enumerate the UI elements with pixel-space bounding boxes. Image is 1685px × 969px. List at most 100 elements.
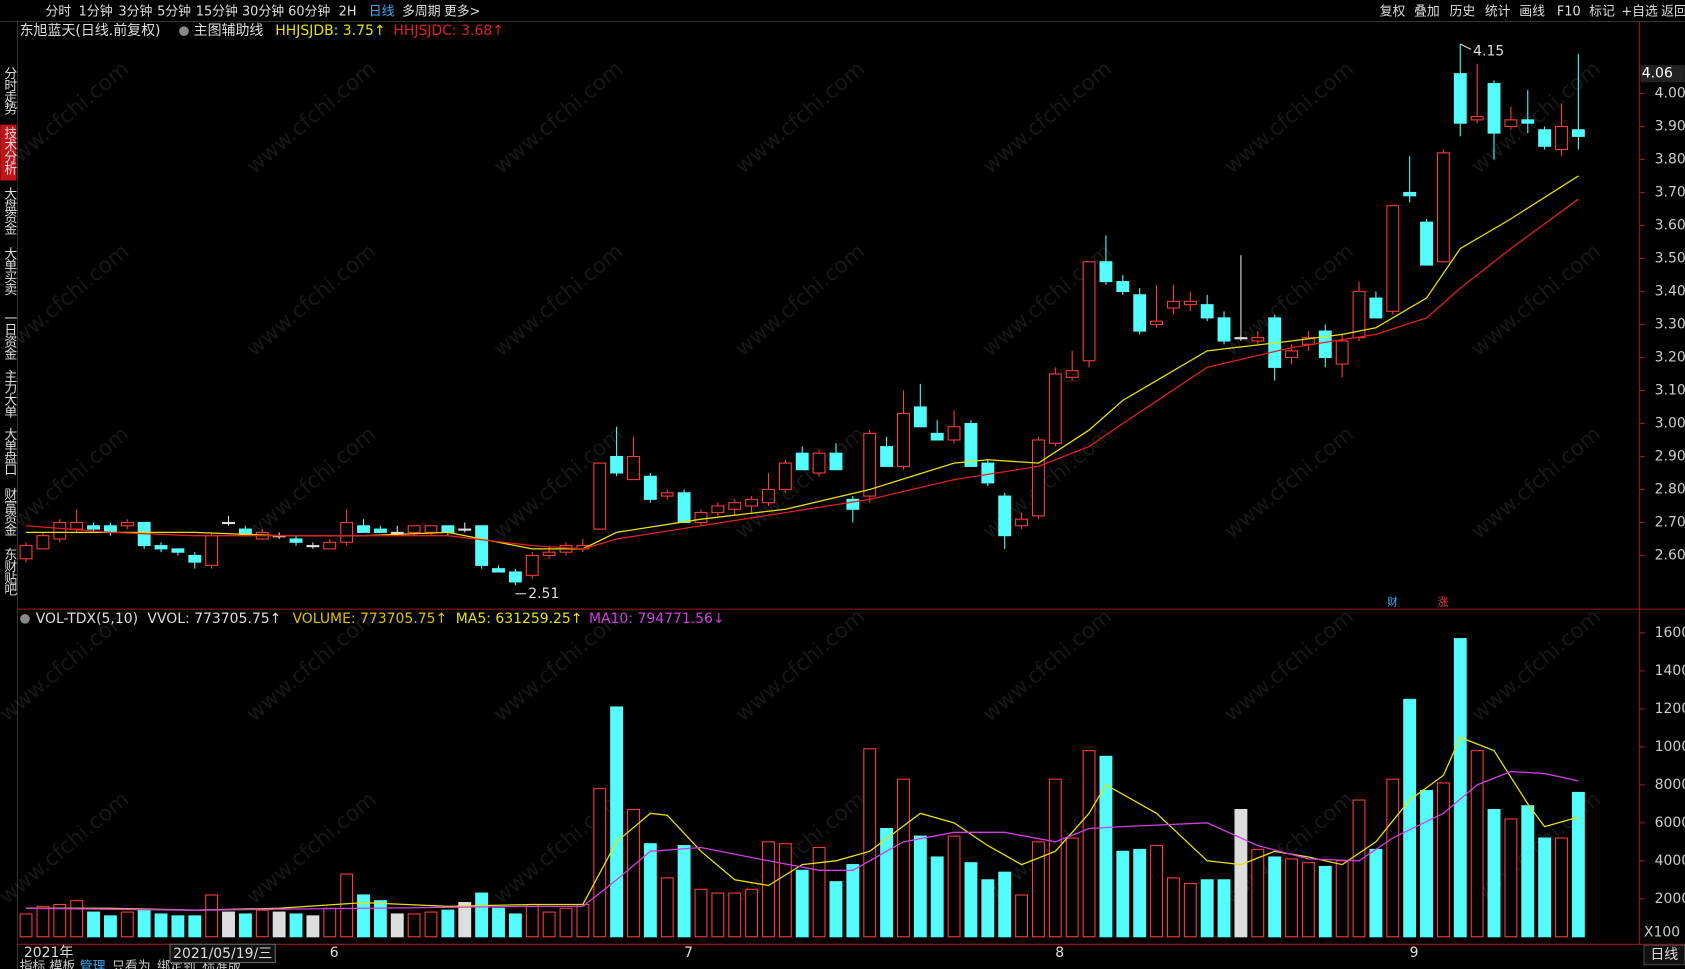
volume-bar [390, 913, 404, 938]
side-tab[interactable]: 一日资金 [1, 312, 16, 361]
candle-body [1403, 191, 1417, 197]
candle-body [627, 455, 640, 481]
tool-button[interactable]: 叠加 [1414, 4, 1440, 19]
y-tick-label: 3.40 [1655, 283, 1685, 299]
candle-body [1183, 300, 1197, 306]
bottom-tab[interactable]: 模板 [50, 959, 76, 969]
low-label: 2.51 [528, 586, 559, 602]
candle-body [390, 531, 404, 534]
tool-button[interactable]: 画线 [1519, 4, 1545, 19]
y-tick-label: 2.70 [1655, 514, 1685, 530]
high-label: 4.15 [1473, 43, 1504, 59]
side-tab[interactable]: 大单买卖 [1, 247, 16, 296]
candle-body [357, 525, 370, 533]
volume-bar [1217, 879, 1231, 938]
volume-bar [1538, 837, 1552, 938]
candle-body [829, 452, 843, 471]
candle-body [441, 525, 455, 533]
bottom-tab[interactable]: 绑定到 [157, 959, 196, 969]
volume-bar [998, 871, 1012, 938]
period-tab[interactable]: 60分钟 [288, 3, 330, 19]
indicator-line [25, 198, 1579, 550]
volume-bar [1521, 805, 1535, 938]
tool-button[interactable]: 统计 [1485, 4, 1511, 19]
volume-bar [171, 915, 185, 938]
period-tab[interactable]: 15分钟 [196, 3, 238, 19]
tool-button[interactable]: 返回 [1661, 4, 1685, 19]
side-tab[interactable]: 东财贴吧 [1, 548, 16, 597]
volume-bar [1133, 848, 1147, 938]
candle-body [1065, 370, 1079, 378]
chart-title: 东旭蓝天(日线.前复权) [20, 22, 161, 39]
volume-bar [627, 808, 640, 938]
tool-button[interactable]: 历史 [1449, 4, 1475, 19]
candle-body [373, 528, 387, 533]
side-tab[interactable]: 大盘资金 [1, 187, 16, 236]
candle-body [1116, 281, 1130, 293]
tool-button[interactable]: 标记 [1589, 4, 1615, 19]
candle-body [880, 446, 894, 467]
bottom-tab[interactable]: 指标 [20, 959, 46, 969]
candle-body [1470, 116, 1484, 121]
volume-bar [1116, 850, 1130, 938]
candle-body [643, 475, 657, 500]
period-tab[interactable]: 5分钟 [157, 3, 191, 19]
volume-bar [694, 888, 708, 938]
candle-body [1031, 439, 1045, 517]
side-tab[interactable]: 分时走势 [1, 67, 16, 117]
period-tab[interactable]: 日线 [369, 4, 395, 19]
x-tick-label: 8 [1055, 945, 1064, 961]
candle-body [1285, 350, 1298, 359]
tool-button[interactable]: 复权 [1380, 3, 1406, 19]
candle-body [947, 426, 961, 441]
period-tab[interactable]: 30分钟 [242, 3, 284, 19]
volume-bar [913, 835, 927, 938]
candle-body [897, 413, 910, 467]
high-arrow [1460, 43, 1472, 50]
period-tab[interactable]: 多周期 [402, 4, 441, 19]
candle-body [1217, 317, 1231, 342]
period-tab[interactable]: 3分钟 [118, 3, 152, 19]
volume-bar [1386, 778, 1400, 938]
tool-button[interactable]: +自选 [1621, 4, 1658, 19]
volume-bar [795, 869, 809, 938]
event-marker[interactable]: 涨 [1438, 596, 1449, 609]
volume-bar [778, 843, 792, 938]
bottom-tab[interactable]: 标准版 [202, 959, 241, 969]
crosshair-date-box [169, 943, 276, 964]
y-tick-label: 2000 [1655, 891, 1685, 907]
tool-button[interactable]: F10 [1557, 4, 1581, 19]
volume-bar [357, 894, 370, 938]
volume-bar [1335, 860, 1349, 938]
bottom-tab[interactable]: 管理 [80, 959, 106, 969]
side-tab[interactable]: 技术分析 [1, 127, 16, 176]
candle-body [1082, 261, 1096, 362]
volume-bar [1555, 837, 1568, 938]
period-tab[interactable]: 更多> [444, 4, 481, 19]
period-tab[interactable]: 1分钟 [79, 3, 113, 19]
side-tab[interactable]: 主力大单 [1, 370, 16, 419]
bottom-tab[interactable]: 只看为 [112, 958, 151, 969]
candle-body [458, 528, 472, 531]
side-tab[interactable]: 大单盘口 [1, 428, 16, 477]
candle-body [188, 554, 202, 563]
volume-bar [272, 911, 286, 938]
candle-body [525, 554, 539, 576]
volume-bar [1031, 841, 1045, 938]
volume-bar [1436, 782, 1450, 938]
event-marker[interactable]: 财 [1387, 596, 1398, 609]
legend-item: MA5: 631259.25↑ [456, 611, 583, 627]
volume-bar [1048, 778, 1062, 938]
candle-body [1504, 119, 1518, 128]
y-tick-label: 3.50 [1655, 250, 1685, 266]
side-tab[interactable]: 财富资金 [1, 488, 16, 537]
period-tab[interactable]: 2H [339, 4, 357, 19]
volume-bar [897, 778, 910, 938]
candle-body [222, 521, 235, 525]
volume-bar [306, 915, 320, 938]
volume-bar [188, 915, 202, 938]
candle-body [964, 422, 978, 467]
legend-item: VOLUME: 773705.75↑ [292, 611, 447, 627]
period-tab[interactable]: 分时 [45, 4, 71, 19]
